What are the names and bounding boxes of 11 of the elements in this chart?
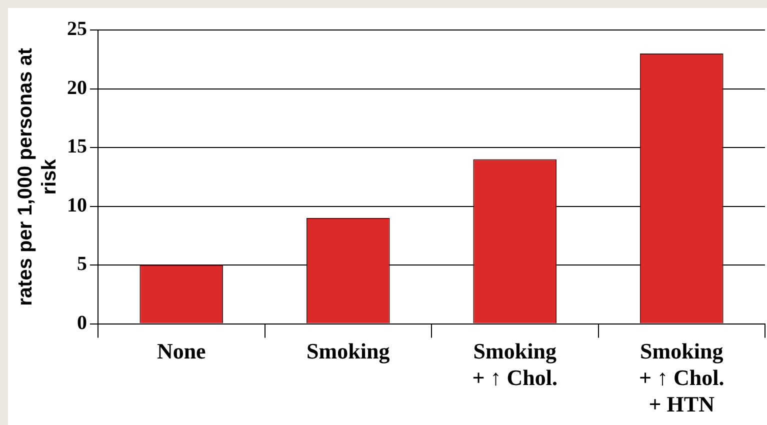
x-tick-label: None (156, 338, 206, 364)
y-tick-label: 25 (67, 18, 87, 40)
y-tick-label: 5 (77, 253, 87, 276)
y-tick-label: 20 (67, 76, 87, 99)
x-tick-label: Smoking (306, 338, 390, 364)
x-tick-label: Smoking + ↑ Chol. (472, 338, 558, 390)
x-tick-label: Smoking + ↑ Chol. + HTN (638, 338, 724, 416)
y-tick-label: 15 (67, 136, 87, 158)
y-tick-label: 0 (77, 312, 87, 334)
y-axis-title: rates per 1,000 personas at risk (14, 48, 61, 306)
y-tick-label: 10 (67, 194, 87, 216)
